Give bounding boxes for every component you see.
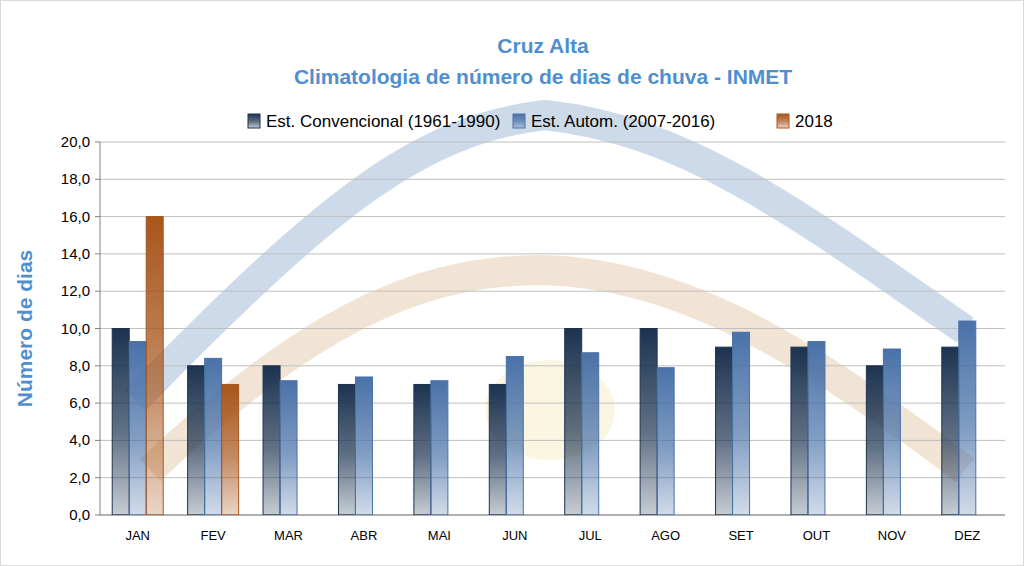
grid: [95, 142, 1005, 515]
tick-label: 8,0: [69, 357, 90, 374]
tick-label: 16,0: [61, 208, 90, 225]
bar: [582, 353, 599, 515]
bar: [205, 358, 222, 515]
legend-swatch: [513, 114, 525, 128]
tick-mark: [95, 515, 100, 516]
category-label: NOV: [878, 528, 907, 543]
category-label: FEV: [200, 528, 226, 543]
y-axis: [100, 142, 101, 515]
tick-label: 2,0: [69, 469, 90, 486]
legend-swatch: [777, 114, 789, 128]
tick-mark: [95, 477, 100, 478]
category-label: OUT: [803, 528, 831, 543]
bar: [188, 366, 205, 515]
bar: [640, 329, 657, 516]
tick-mark: [95, 179, 100, 180]
category-label: JUL: [579, 528, 602, 543]
category-label: ABR: [351, 528, 378, 543]
legend: Est. Convencional (1961-1990) Est. Autom.…: [248, 112, 833, 131]
bar: [222, 384, 239, 515]
bar: [338, 384, 355, 515]
legend-label: Est. Convencional (1961-1990): [266, 112, 500, 131]
bar: [733, 332, 750, 515]
bar: [112, 329, 129, 516]
chart: 0,0 2,0 4,0 6,0 8,0 10,0 12,0 14,0 16,0 18,0 20,0 J…: [0, 0, 1024, 566]
bar: [414, 384, 431, 515]
tick-mark: [95, 328, 100, 329]
title: Cruz Alta: [497, 34, 589, 57]
bar: [146, 217, 163, 515]
tick-mark: [95, 142, 100, 143]
category-label: JAN: [125, 528, 150, 543]
tick-mark: [95, 253, 100, 254]
tick-label: 20,0: [61, 133, 90, 150]
tick-label: 6,0: [69, 394, 90, 411]
bars: [112, 217, 976, 515]
bar: [355, 377, 372, 515]
tick-mark: [95, 291, 100, 292]
category-label: SET: [728, 528, 753, 543]
decoration: [135, 115, 965, 470]
tick-label: 18,0: [61, 170, 90, 187]
bar: [657, 368, 674, 515]
legend-label: 2018: [795, 112, 833, 131]
tick-label: 10,0: [61, 320, 90, 337]
bar: [959, 321, 976, 515]
y-axis-label: Número de dias: [13, 250, 36, 408]
category-label: DEZ: [954, 528, 980, 543]
tick-mark: [95, 403, 100, 404]
tick-label: 0,0: [69, 506, 90, 523]
bar: [431, 381, 448, 515]
category-label: MAR: [274, 528, 303, 543]
grid-line: [100, 216, 1005, 217]
tick-label: 14,0: [61, 245, 90, 262]
bar: [942, 347, 959, 515]
bar: [489, 384, 506, 515]
tick-label: 12,0: [61, 282, 90, 299]
grid-line: [100, 328, 1005, 329]
legend-swatch: [248, 114, 260, 128]
category-label: AGO: [651, 528, 680, 543]
bar: [263, 366, 280, 515]
bar: [565, 329, 582, 516]
bar: [716, 347, 733, 515]
tick-mark: [95, 440, 100, 441]
bar: [129, 342, 146, 515]
legend-label: Est. Autom. (2007-2016): [531, 112, 715, 131]
subtitle: Climatologia de número de dias de chuva …: [294, 65, 792, 88]
grid-line: [100, 179, 1005, 180]
bar: [808, 342, 825, 515]
category-label: MAI: [428, 528, 451, 543]
tick-mark: [95, 216, 100, 217]
grid-line: [100, 142, 1005, 143]
background: [1, 1, 1024, 566]
tick-label: 4,0: [69, 431, 90, 448]
tick-mark: [95, 365, 100, 366]
bar: [280, 381, 297, 515]
category-label: JUN: [502, 528, 527, 543]
bar: [506, 356, 523, 515]
bar: [791, 347, 808, 515]
grid-line: [100, 253, 1005, 254]
bar: [866, 366, 883, 515]
bar: [883, 349, 900, 515]
grid-line: [100, 291, 1005, 292]
